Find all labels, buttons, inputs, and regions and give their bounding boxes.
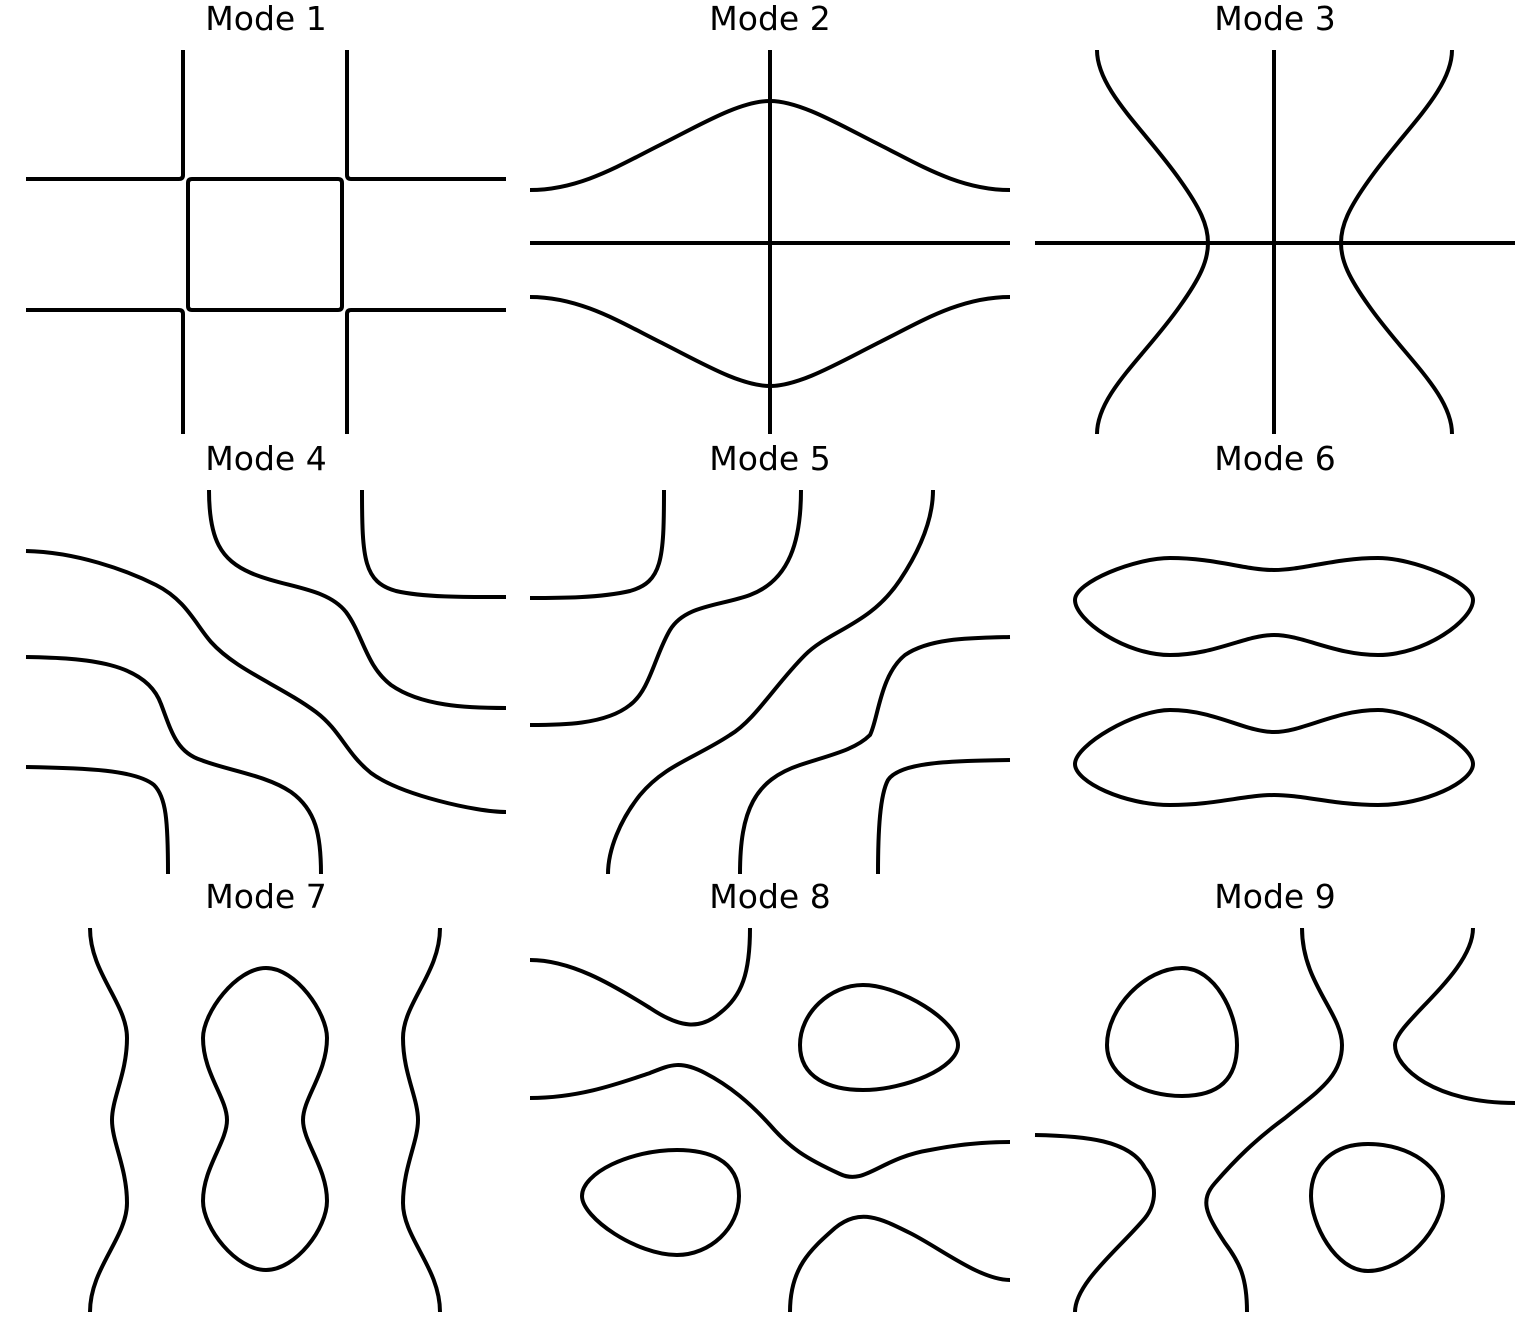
nodal-line xyxy=(529,295,1011,388)
nodal-line xyxy=(25,765,170,875)
nodal-line xyxy=(529,927,752,1027)
mode-9-panel: Mode 9 xyxy=(1034,877,1532,1318)
mode-8-title: Mode 8 xyxy=(709,877,831,916)
mode-5-nodal-pattern xyxy=(529,489,1011,875)
nodal-line xyxy=(26,308,185,434)
mode-3-panel: Mode 3 xyxy=(1035,0,1532,440)
mode-8-nodal-pattern xyxy=(529,927,1011,1313)
mode-5-panel: Mode 5 xyxy=(529,439,1034,880)
nodal-line xyxy=(207,489,507,710)
nodal-line xyxy=(1073,708,1475,807)
nodal-line xyxy=(876,758,1011,875)
nodal-line xyxy=(1309,1142,1445,1273)
mode-2-title: Mode 2 xyxy=(709,0,831,38)
mode-2-nodal-pattern xyxy=(529,50,1011,434)
mode-2-panel: Mode 2 xyxy=(529,0,1034,440)
mode-7-panel: Mode 7 xyxy=(26,878,530,1318)
nodal-line xyxy=(345,308,506,434)
nodal-line xyxy=(1073,556,1475,657)
mode-6-title: Mode 6 xyxy=(1214,439,1336,478)
mode-4-panel: Mode 4 xyxy=(25,439,530,880)
nodal-line xyxy=(1105,966,1239,1098)
nodal-line xyxy=(529,489,803,727)
mode-7-title: Mode 7 xyxy=(205,877,327,916)
nodal-line xyxy=(529,489,666,600)
mode-1-nodal-pattern xyxy=(26,50,506,434)
mode-9-nodal-pattern xyxy=(1034,927,1516,1313)
nodal-line xyxy=(1034,1133,1156,1313)
nodal-line xyxy=(606,489,935,875)
mode-8-panel: Mode 8 xyxy=(529,877,1034,1318)
nodal-line xyxy=(788,1214,1011,1313)
nodal-line xyxy=(26,50,185,181)
nodal-line xyxy=(201,966,329,1272)
nodal-line xyxy=(360,489,507,600)
nodal-line xyxy=(401,927,442,1313)
nodal-line xyxy=(186,177,344,312)
mode-6-panel: Mode 6 xyxy=(1035,440,1532,880)
nodal-line xyxy=(1095,49,1210,435)
nodal-line xyxy=(738,635,1011,875)
mode-4-nodal-pattern xyxy=(25,489,507,875)
nodal-line xyxy=(1339,49,1454,435)
nodal-line xyxy=(580,1148,741,1257)
mode-3-nodal-pattern xyxy=(1035,49,1515,435)
mode-9-title: Mode 9 xyxy=(1214,877,1336,916)
mode-4-title: Mode 4 xyxy=(205,439,327,478)
mode-3-title: Mode 3 xyxy=(1214,0,1336,38)
nodal-line xyxy=(25,549,507,814)
mode-5-title: Mode 5 xyxy=(709,439,831,478)
mode-7-nodal-pattern xyxy=(88,927,442,1313)
nodal-line xyxy=(345,50,506,181)
nodal-line xyxy=(529,99,1011,192)
mode-1-panel: Mode 1 xyxy=(26,0,530,440)
nodal-line xyxy=(798,983,960,1092)
nodal-line xyxy=(1393,927,1516,1105)
nodal-line xyxy=(88,927,129,1313)
mode-6-nodal-pattern xyxy=(1073,556,1475,807)
nodal-line xyxy=(1204,927,1344,1313)
nodal-line xyxy=(529,1063,1011,1179)
mode-1-title: Mode 1 xyxy=(205,0,327,38)
nodal-line xyxy=(25,655,323,875)
